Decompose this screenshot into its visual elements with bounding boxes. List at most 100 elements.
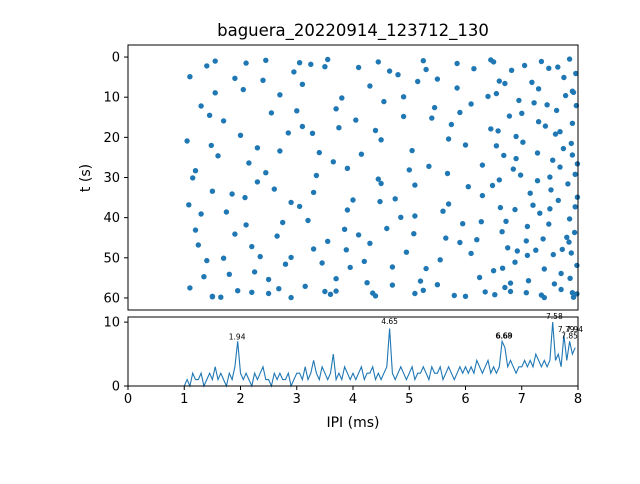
scatter-point (540, 236, 546, 242)
scatter-point (495, 128, 501, 134)
scatter-point (204, 63, 210, 69)
scatter-point (372, 293, 379, 299)
scatter-point (423, 265, 429, 272)
scatter-point (574, 161, 581, 167)
scatter-point (344, 207, 351, 213)
scatter-point (386, 68, 393, 74)
scatter-point (325, 238, 331, 244)
scatter-point (533, 247, 539, 253)
scatter-point (478, 219, 484, 225)
scatter-point (277, 92, 283, 98)
scatter-point (192, 168, 199, 174)
scatter-point (489, 182, 496, 189)
scatter-point (559, 246, 565, 253)
scatter-point (412, 213, 418, 219)
scatter-point (514, 248, 520, 254)
scatter-point (271, 186, 277, 192)
scatter-point (535, 86, 542, 92)
scatter-point (378, 137, 384, 143)
scatter-point (520, 139, 526, 145)
scatter-point (372, 127, 379, 134)
scatter-point (276, 286, 282, 292)
scatter-point (232, 75, 238, 82)
y-tick-label: 0 (112, 380, 120, 395)
scatter-point (395, 72, 401, 78)
scatter-point (291, 69, 297, 75)
y-tick-label: 0 (112, 51, 120, 66)
scatter-point (513, 155, 519, 162)
scatter-point (398, 214, 404, 220)
scatter-point (400, 94, 407, 100)
scatter-point (308, 61, 314, 67)
scatter-point (566, 239, 572, 245)
scatter-point (490, 268, 497, 274)
scatter-point (569, 152, 576, 158)
scatter-point (568, 140, 574, 147)
scatter-point (546, 65, 552, 72)
scatter-point (403, 249, 410, 255)
scatter-point (322, 63, 328, 70)
scatter-point (568, 250, 574, 256)
scatter-point (517, 172, 524, 178)
scatter-point (512, 259, 518, 265)
scatter-point (538, 58, 545, 65)
scatter-point (355, 64, 362, 71)
scatter-point (237, 132, 244, 138)
y-tick-label: 10 (103, 316, 120, 331)
scatter-point (288, 199, 294, 206)
scatter-point (254, 145, 261, 151)
scatter-point (280, 219, 286, 226)
scatter-point (367, 240, 373, 246)
scatter-point (249, 289, 255, 295)
y-tick-label: 60 (103, 291, 120, 306)
scatter-point (229, 191, 235, 197)
scatter-point (468, 250, 474, 257)
scatter-point (462, 142, 469, 148)
scatter-point (333, 106, 339, 112)
scatter-point (353, 117, 359, 123)
scatter-point (558, 270, 564, 277)
scatter-point (524, 223, 531, 230)
scatter-point (542, 123, 549, 129)
scatter-point (378, 180, 384, 187)
scatter-point (206, 112, 213, 119)
scatter-point (562, 92, 569, 99)
scatter-point (226, 271, 232, 277)
scatter-point (508, 67, 515, 74)
scatter-point (488, 126, 494, 132)
scatter-point (506, 113, 513, 119)
scatter-point (330, 159, 336, 165)
scatter-point (392, 196, 398, 202)
scatter-point (389, 264, 396, 270)
scatter-point (454, 60, 460, 67)
scatter-point (243, 222, 249, 228)
scatter-point (553, 107, 560, 114)
x-tick-label: 1 (180, 392, 188, 407)
scatter-point (507, 280, 514, 286)
scatter-point (457, 109, 463, 116)
scatter-point (479, 162, 486, 168)
scatter-point (525, 278, 532, 284)
scatter-point (574, 262, 580, 269)
scatter-point (550, 157, 556, 163)
chart-title: baguera_20220914_123712_130 (217, 21, 489, 41)
scatter-point (550, 251, 556, 258)
scatter-point (557, 164, 563, 170)
scatter-point (437, 257, 443, 263)
scatter-point (572, 171, 578, 177)
scatter-point (496, 78, 502, 84)
scatter-point (355, 232, 362, 238)
scatter-point (541, 266, 547, 272)
scatter-point (488, 57, 494, 63)
scatter-point (496, 177, 502, 183)
scatter-point (499, 229, 505, 235)
peak-annotation: 7.79 (558, 325, 575, 334)
scatter-point (198, 103, 204, 109)
scatter-point (319, 260, 325, 266)
scatter-point (560, 145, 567, 152)
scatter-point (454, 85, 460, 91)
y-tick-label: 50 (103, 251, 120, 266)
scatter-point (548, 187, 554, 193)
scatter-point (375, 176, 381, 182)
